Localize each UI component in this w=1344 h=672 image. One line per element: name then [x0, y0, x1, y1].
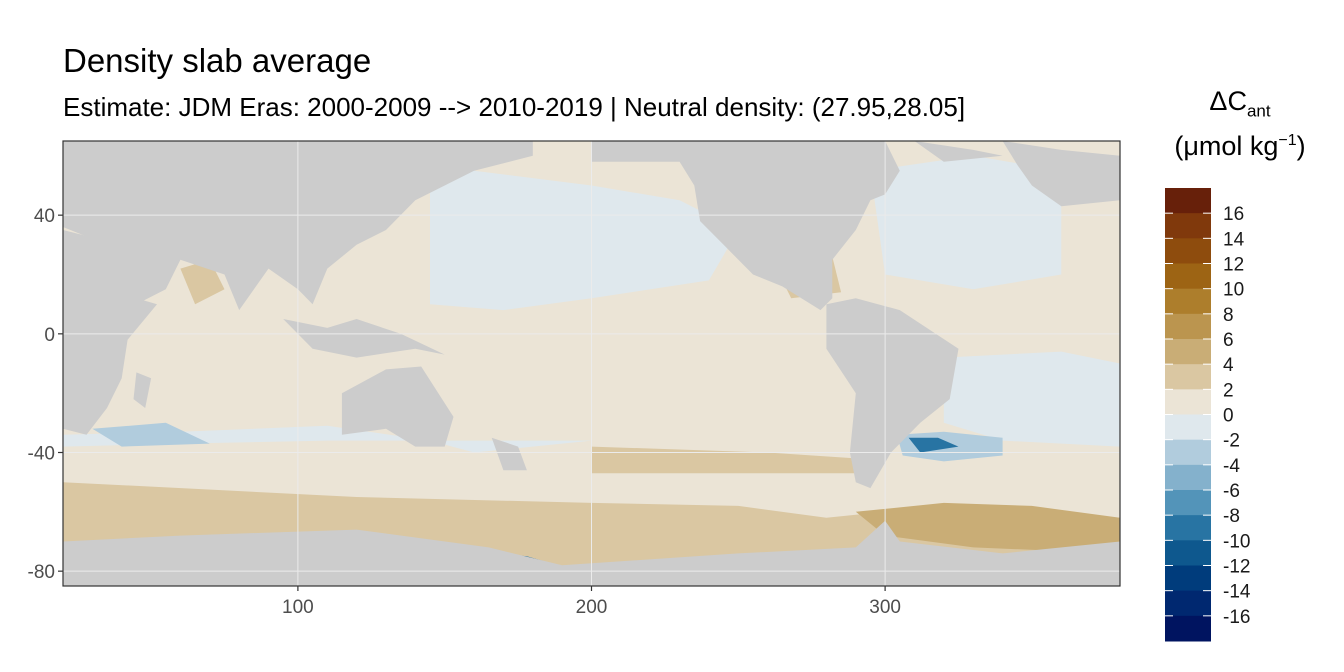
x-tick-label: 200: [576, 597, 608, 618]
legend-label: -2: [1223, 431, 1240, 452]
y-axis: 40 0 -40 -80: [28, 206, 63, 583]
legend-label: -16: [1223, 607, 1250, 628]
ocean-region-north-pacific-negative: [430, 155, 739, 311]
ocean-region-south-pacific-band: [591, 446, 856, 474]
legend-swatch: [1165, 590, 1211, 617]
x-tick-label: 300: [869, 597, 901, 618]
x-axis: 100 200 300: [282, 586, 901, 618]
land-antarctica: [63, 520, 1120, 586]
legend-unit-prefix: (μmol kg: [1174, 130, 1279, 161]
legend-label: 8: [1223, 305, 1234, 326]
legend-swatch: [1165, 213, 1211, 239]
legend-title: ΔCant (μmol kg−1): [1165, 86, 1315, 162]
legend-swatch: [1165, 188, 1211, 214]
land-africa: [63, 230, 157, 435]
legend-title-main: ΔC: [1209, 86, 1247, 116]
y-tick-label: 0: [44, 325, 55, 346]
ocean-region-arabian-positive: [180, 259, 225, 305]
legend-label: 4: [1223, 355, 1234, 376]
legend-swatch: [1165, 490, 1211, 516]
legend-swatch: [1165, 414, 1211, 441]
legend-swatch: [1165, 238, 1211, 264]
legend-swatch: [1165, 439, 1211, 466]
legend-label: 12: [1223, 255, 1244, 276]
land-europe: [1002, 141, 1120, 207]
ocean-region-south-atlantic-negative: [943, 351, 1120, 447]
land-south-america: [826, 298, 959, 489]
legend-label: 0: [1223, 406, 1234, 427]
y-tick-label: -40: [28, 444, 55, 465]
legend-colorbar: 16 14 12 10 8 6 4 2 0 -2 -4 -6 -8 -10 -12 -14 -16: [1165, 188, 1251, 642]
legend-unit-suffix: ): [1296, 130, 1306, 161]
legend-label: 6: [1223, 330, 1234, 351]
legend-swatch: [1165, 464, 1211, 491]
land-new-zealand: [491, 437, 527, 471]
land-australia: [341, 366, 454, 447]
map-panel: [62, 140, 1121, 587]
legend-swatch: [1165, 364, 1211, 390]
y-tick-label: -80: [28, 562, 55, 583]
legend-swatch: [1165, 263, 1211, 290]
gridlines: [63, 141, 1120, 586]
ocean-region-atlantic-strong-negative: [908, 437, 959, 453]
legend-title-subscript: ant: [1246, 101, 1271, 121]
ocean-region-neutral: [63, 227, 1120, 483]
legend-label: -8: [1223, 506, 1240, 527]
x-tick-label: 100: [282, 597, 314, 618]
legend-label: 10: [1223, 280, 1244, 301]
ocean-region-north-atlantic-negative: [870, 155, 1062, 290]
legend-swatch: [1165, 389, 1211, 415]
legend-unit-superscript: −1: [1278, 131, 1297, 149]
legend-swatch: [1165, 515, 1211, 541]
legend-label: -6: [1223, 481, 1240, 502]
ocean-region-indian-negative: [63, 425, 592, 453]
legend-label: 14: [1223, 229, 1245, 250]
legend-swatch: [1165, 615, 1211, 642]
ocean-region-weddell-positive: [855, 502, 1120, 554]
land-madagascar: [133, 372, 152, 408]
legend-swatch: [1165, 540, 1211, 566]
legend-label: 2: [1223, 380, 1234, 401]
legend-label: -4: [1223, 456, 1240, 477]
legend-swatch: [1165, 288, 1211, 315]
legend-label: -10: [1223, 531, 1250, 552]
legend-label: -14: [1223, 582, 1251, 603]
legend-swatch: [1165, 565, 1211, 592]
ocean-region-indian-moderate-negative: [92, 422, 210, 447]
y-tick-label: 40: [34, 206, 55, 227]
legend-swatch: [1165, 313, 1211, 340]
land-north-america: [591, 141, 900, 311]
legend-label: 16: [1223, 204, 1244, 225]
land-indonesia: [283, 319, 445, 358]
legend-swatch: [1165, 339, 1211, 365]
land-greenland: [914, 141, 1003, 162]
chart-subtitle: Estimate: JDM Eras: 2000-2009 --> 2010-2…: [63, 92, 966, 122]
legend-label: -12: [1223, 557, 1250, 578]
chart-title: Density slab average: [63, 42, 372, 79]
